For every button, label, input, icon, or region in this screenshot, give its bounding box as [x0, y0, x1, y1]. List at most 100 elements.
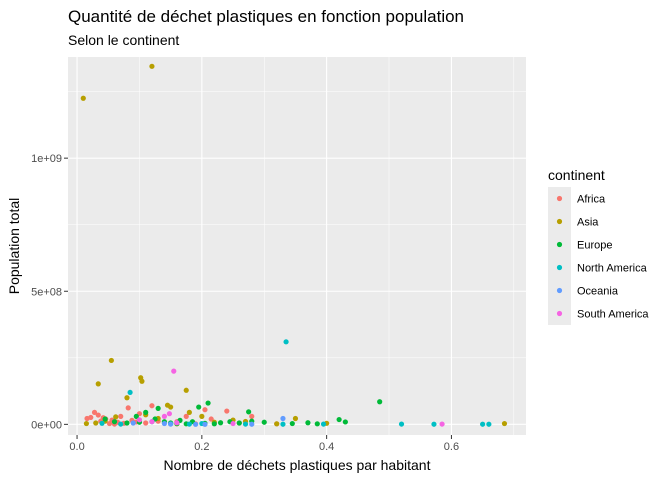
point-oceania	[193, 421, 199, 427]
legend-dot-north-america	[556, 264, 563, 271]
point-africa	[125, 405, 131, 411]
point-oceania	[280, 415, 286, 422]
x-axis-title: Nombre de déchets plastiques par habitan…	[164, 457, 431, 473]
point-asia	[501, 420, 508, 427]
point-oceania	[168, 421, 174, 427]
point-europe	[124, 420, 130, 426]
y-tick-label: 5e+08	[31, 286, 62, 298]
point-north-america	[118, 421, 124, 427]
point-asia	[183, 387, 189, 393]
legend-dot-europe	[556, 241, 563, 248]
point-south-america	[439, 421, 445, 427]
data-points	[80, 63, 508, 427]
point-south-america	[161, 413, 167, 419]
point-europe	[336, 416, 342, 423]
point-africa	[183, 413, 189, 419]
point-asia	[80, 95, 86, 101]
point-africa	[208, 416, 214, 422]
point-europe	[111, 419, 118, 425]
point-europe	[305, 420, 311, 426]
x-tick-label: 0.6	[444, 441, 459, 453]
point-europe	[205, 400, 211, 406]
point-north-america	[280, 421, 286, 427]
point-europe	[377, 399, 383, 405]
legend: continent Africa Asia Europe North America O…	[548, 167, 649, 325]
point-africa	[91, 409, 98, 415]
chart-title: Quantité de déchet plastiques en fonctio…	[68, 7, 464, 26]
legend-label-europe: Europe	[577, 240, 612, 252]
point-oceania	[130, 420, 136, 426]
plot-panel	[68, 57, 526, 435]
point-europe	[143, 409, 149, 415]
point-north-america	[283, 339, 289, 345]
point-europe	[289, 420, 295, 427]
point-europe	[102, 416, 108, 422]
y-tick-label: 1e+09	[31, 153, 62, 165]
legend-title: continent	[548, 167, 605, 183]
point-asia	[274, 421, 280, 427]
point-europe	[261, 419, 267, 425]
legend-items: Africa Asia Europe North America Oceania Sout…	[548, 187, 649, 325]
minor-gridlines	[68, 57, 526, 435]
point-africa	[149, 403, 155, 409]
legend-dot-africa	[556, 195, 563, 202]
point-north-america	[486, 421, 492, 427]
point-africa	[249, 413, 255, 419]
point-asia	[95, 381, 101, 387]
point-asia	[139, 378, 145, 384]
y-axis-ticks: 0e+00 5e+08 1e+09	[31, 153, 68, 431]
point-north-america	[320, 421, 327, 427]
y-tick-label: 0e+00	[31, 419, 62, 431]
point-europe	[314, 421, 320, 427]
point-africa	[143, 420, 149, 426]
legend-label-south-america: South America	[577, 309, 649, 321]
point-europe	[196, 404, 202, 410]
legend-label-asia: Asia	[577, 217, 599, 229]
point-asia	[83, 420, 90, 427]
legend-label-north-america: North America	[577, 263, 648, 275]
point-north-america	[398, 421, 405, 427]
legend-dot-south-america	[556, 310, 563, 317]
point-south-america	[174, 420, 180, 426]
point-north-america	[99, 420, 105, 426]
point-europe	[133, 413, 139, 419]
x-tick-label: 0.2	[194, 441, 209, 453]
point-north-america	[431, 421, 437, 427]
point-asia	[292, 415, 299, 422]
point-oceania	[161, 420, 167, 427]
point-europe	[342, 419, 348, 425]
point-europe	[217, 420, 224, 426]
legend-label-africa: Africa	[577, 194, 606, 206]
point-asia	[124, 395, 130, 401]
legend-dot-asia	[556, 218, 563, 225]
point-south-america	[230, 420, 236, 427]
point-oceania	[249, 421, 255, 427]
point-asia	[199, 413, 205, 419]
point-europe	[211, 421, 217, 427]
point-asia	[108, 357, 114, 364]
point-asia	[113, 414, 119, 420]
y-axis-title: Population total	[6, 198, 22, 295]
x-axis-ticks: 0.0 0.2 0.4 0.6	[69, 435, 459, 453]
point-north-america	[186, 421, 192, 427]
point-south-america	[166, 411, 172, 417]
point-europe	[246, 409, 252, 415]
point-asia	[149, 63, 155, 69]
x-tick-label: 0.0	[69, 441, 84, 453]
point-north-america	[127, 389, 133, 396]
point-north-america	[242, 421, 249, 427]
point-africa	[95, 412, 101, 418]
point-south-america	[136, 417, 143, 423]
point-africa	[88, 414, 94, 421]
point-south-america	[149, 419, 155, 425]
legend-label-oceania: Oceania	[577, 286, 619, 298]
point-oceania	[202, 421, 208, 427]
point-north-america	[480, 421, 486, 427]
legend-dot-oceania	[556, 287, 563, 294]
point-africa	[202, 407, 208, 413]
point-asia	[93, 420, 99, 426]
point-africa	[118, 413, 124, 419]
point-asia	[186, 409, 192, 415]
point-europe	[155, 405, 161, 411]
